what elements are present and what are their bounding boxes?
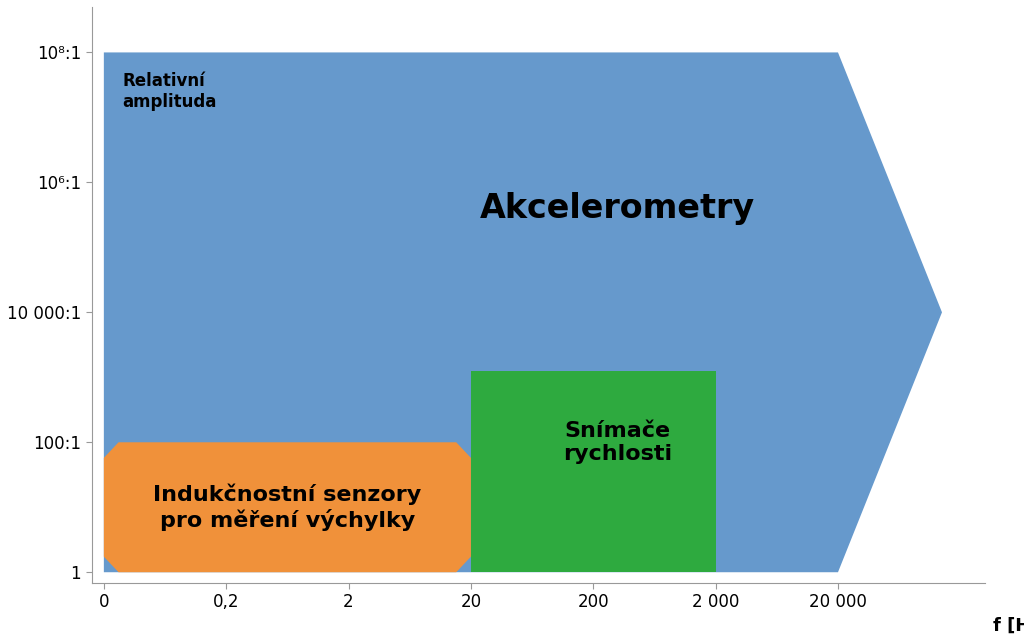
- Text: Relativní
amplituda: Relativní amplituda: [122, 72, 216, 111]
- Text: Indukčnostní senzory
pro měření výchylky: Indukčnostní senzory pro měření výchylky: [154, 483, 422, 531]
- Bar: [471, 371, 716, 572]
- Polygon shape: [103, 442, 471, 572]
- Text: Snímače
rychlosti: Snímače rychlosti: [563, 420, 673, 464]
- X-axis label: f [Hz]: f [Hz]: [992, 617, 1024, 635]
- Polygon shape: [103, 52, 942, 572]
- Text: Akcelerometry: Akcelerometry: [480, 192, 756, 225]
